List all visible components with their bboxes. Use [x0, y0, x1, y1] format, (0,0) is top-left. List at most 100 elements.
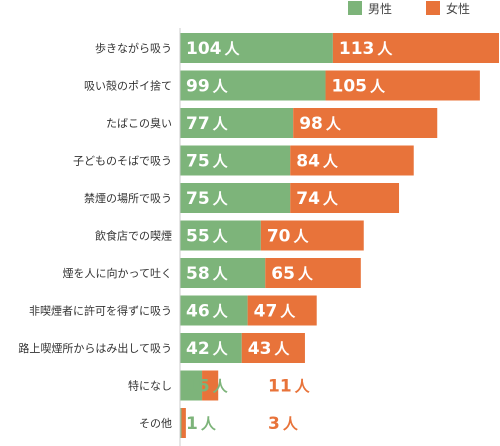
category-label: 禁煙の場所で吸う — [84, 192, 172, 205]
data-label-male: 99 人 — [186, 77, 229, 97]
category-label: その他 — [139, 417, 172, 430]
data-label-male: 42 人 — [186, 339, 229, 359]
data-label-male: 75 人 — [186, 152, 229, 172]
data-label-male-unit: 人 — [213, 303, 229, 321]
category-label: たばこの臭い — [106, 116, 172, 130]
data-label-female: 47 人 — [254, 302, 297, 322]
bar-male — [180, 408, 182, 438]
data-label-male-unit: 人 — [213, 115, 229, 133]
data-label-male-unit: 人 — [213, 265, 229, 283]
data-label-female-unit: 人 — [295, 378, 311, 396]
legend-label-male: 男性 — [368, 2, 392, 16]
bar-female — [290, 183, 400, 213]
data-label-female-value: 11 — [268, 377, 292, 397]
data-label-female: 43 人 — [248, 339, 291, 359]
data-label-female: 105 人 — [332, 77, 387, 97]
category-label: 路上喫煙所からはみ出して吸う — [18, 341, 172, 355]
data-label-female: 74 人 — [296, 189, 339, 209]
data-label-female-value: 70 — [267, 227, 291, 247]
data-label-female-value: 74 — [296, 189, 320, 209]
data-label-male-value: 75 — [186, 152, 210, 172]
data-label-female-unit: 人 — [274, 340, 290, 358]
data-label-female: 11 人 — [268, 377, 311, 397]
data-label-male-unit: 人 — [213, 228, 229, 246]
data-label-female-unit: 人 — [283, 415, 299, 433]
data-label-female-unit: 人 — [323, 190, 339, 208]
data-label-female: 65 人 — [271, 264, 314, 284]
data-label-male-value: 77 — [186, 114, 210, 134]
data-label-female-value: 65 — [271, 264, 295, 284]
bar-female — [260, 220, 364, 251]
data-label-male-unit: 人 — [213, 190, 229, 208]
data-label-female-value: 113 — [339, 39, 375, 59]
category-label: 子どものそばで吸う — [73, 155, 172, 168]
bar-male — [180, 33, 333, 63]
bar-female — [332, 33, 499, 63]
data-label-female-value: 98 — [299, 114, 323, 134]
data-label-male-unit: 人 — [213, 378, 229, 396]
category-label: 煙を人に向かって吐く — [63, 266, 172, 280]
data-label-male-unit: 人 — [201, 415, 217, 433]
data-label-male: 75 人 — [186, 189, 229, 209]
data-label-male-unit: 人 — [213, 153, 229, 171]
data-label-male: 46 人 — [186, 302, 229, 322]
legend-label-female: 女性 — [446, 1, 470, 16]
data-label-female: 84 人 — [296, 152, 339, 172]
bar-male — [180, 333, 242, 363]
data-label-male-value: 46 — [186, 302, 210, 322]
bar-female — [325, 70, 480, 101]
data-label-male-unit: 人 — [213, 340, 229, 358]
data-label-male: 77 人 — [186, 114, 229, 134]
data-label-male-value: 58 — [186, 264, 210, 284]
category-label: 吸い殻のポイ捨て — [84, 79, 172, 93]
bar-female — [202, 370, 219, 401]
legend-swatch-male — [348, 1, 362, 15]
data-label-male-value: 99 — [186, 77, 210, 97]
data-label-female: 98 人 — [299, 114, 342, 134]
data-label-female-unit: 人 — [323, 153, 339, 171]
bar-female — [247, 295, 317, 326]
data-label-male-value: 1 — [186, 414, 198, 434]
data-label-female-value: 105 — [332, 77, 368, 97]
bar-male — [180, 70, 326, 101]
category-label: 非喫煙者に許可を得ずに吸う — [29, 305, 172, 318]
data-label-female-value: 3 — [268, 414, 280, 434]
data-label-male: 55 人 — [186, 227, 229, 247]
data-label-male-value: 104 — [186, 39, 222, 59]
data-label-male-unit: 人 — [213, 78, 229, 96]
category-label: 特になし — [128, 379, 172, 393]
data-label-female-unit: 人 — [298, 265, 314, 283]
data-label-female-unit: 人 — [326, 115, 342, 133]
bar-male — [180, 370, 203, 401]
data-label-male-value: 42 — [186, 339, 210, 359]
data-label-female: 70 人 — [267, 227, 310, 247]
data-label-female-value: 84 — [296, 152, 320, 172]
category-label: 歩きながら吸う — [95, 41, 172, 55]
data-label-female: 113 人 — [339, 39, 394, 59]
bar-male — [180, 295, 248, 326]
bar-male — [180, 258, 266, 288]
data-label-female-unit: 人 — [370, 78, 386, 96]
data-label-female-value: 47 — [254, 302, 278, 322]
category-label: 飲食店での喫煙 — [95, 229, 172, 243]
data-label-male: 15 人 — [186, 377, 229, 397]
legend-swatch-female — [426, 1, 440, 15]
data-label-male-unit: 人 — [225, 40, 241, 58]
bar-female — [293, 108, 438, 138]
data-label-male: 104 人 — [186, 39, 241, 59]
data-label-male: 58 人 — [186, 264, 229, 284]
data-label-female-unit: 人 — [377, 40, 393, 58]
bar-female — [265, 258, 361, 288]
bar-male — [180, 108, 294, 138]
data-label-female-unit: 人 — [294, 228, 310, 246]
data-label-male-value: 55 — [186, 227, 210, 247]
bar-male — [180, 183, 291, 213]
bar-female — [241, 333, 305, 363]
data-label-male-value: 15 — [186, 377, 210, 397]
bar-male — [180, 145, 291, 176]
data-label-male-value: 75 — [186, 189, 210, 209]
data-label-female-value: 43 — [248, 339, 272, 359]
